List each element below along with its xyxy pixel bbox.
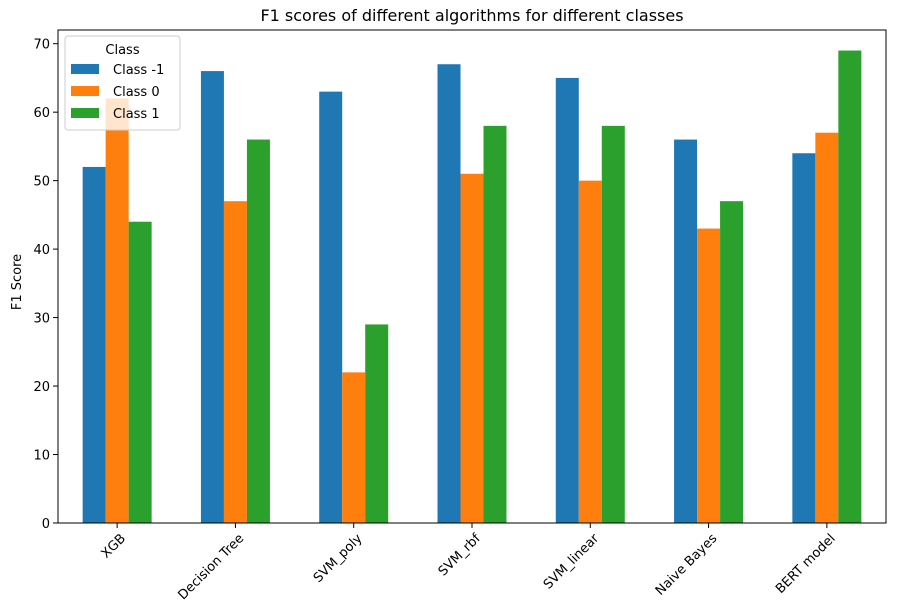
bar — [365, 324, 389, 523]
bar — [720, 201, 744, 523]
legend-title: Class — [105, 43, 139, 58]
bar — [815, 132, 839, 523]
y-tick-label: 40 — [33, 243, 50, 258]
legend-box — [64, 35, 181, 131]
y-tick-label: 0 — [42, 517, 50, 532]
y-tick-label: 60 — [33, 106, 50, 121]
legend-label: Class -1 — [113, 63, 164, 78]
bar — [319, 91, 343, 524]
y-tick-label: 10 — [33, 449, 50, 464]
y-tick-label: 20 — [33, 380, 50, 395]
x-tick-label: Naive Bayes — [653, 531, 721, 599]
legend-swatch — [71, 108, 99, 118]
bar — [128, 221, 152, 523]
bar — [578, 180, 602, 523]
bar — [792, 153, 816, 523]
legend-swatch — [71, 64, 99, 74]
legend-label: Class 0 — [113, 85, 160, 100]
x-tick-label: BERT model — [773, 531, 839, 597]
y-axis-label: F1 Score — [10, 254, 25, 310]
bar — [246, 139, 270, 523]
plot-frame — [57, 29, 887, 524]
bar — [200, 71, 224, 523]
bar — [601, 125, 625, 524]
bar — [437, 64, 461, 524]
legend-label: Class 1 — [113, 107, 160, 122]
bar — [838, 50, 862, 523]
x-axis: XGB Decision Tree SVM_poly SVM_rbf SVM_linea… — [99, 523, 839, 603]
bar — [342, 372, 366, 523]
bar — [82, 166, 106, 523]
bar — [555, 77, 579, 524]
bar — [223, 201, 247, 523]
bars-group — [82, 50, 862, 524]
chart-title: F1 scores of different algorithms for di… — [260, 6, 683, 25]
bar — [697, 228, 721, 523]
y-tick-label: 30 — [33, 312, 50, 327]
bar — [483, 125, 507, 524]
bar — [105, 98, 129, 523]
legend: Class Class -1 Class 0 Class 1 — [64, 35, 181, 131]
y-tick-label: 70 — [33, 38, 50, 53]
x-tick-label: SVM_poly — [311, 531, 366, 586]
bar — [460, 173, 484, 524]
y-tick-label: 50 — [33, 175, 50, 190]
x-tick-label: XGB — [99, 531, 129, 561]
x-tick-label: SVM_linear — [541, 531, 603, 593]
legend-swatch — [71, 86, 99, 96]
x-tick-label: Decision Tree — [175, 531, 247, 603]
x-tick-label: SVM_rbf — [436, 531, 484, 579]
bar — [674, 139, 698, 523]
y-axis: 0 10 20 30 40 50 60 70 — [33, 38, 58, 532]
